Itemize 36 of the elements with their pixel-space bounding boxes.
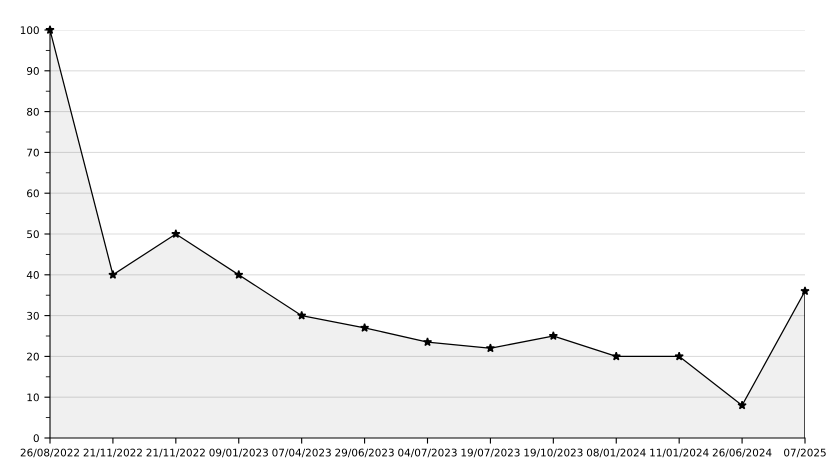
x-tick-label: 04/07/2023 [398, 448, 457, 458]
x-tick-label: 08/01/2024 [586, 448, 646, 458]
point [674, 352, 684, 360]
y-tick-label: 90 [26, 67, 39, 75]
point [108, 270, 118, 279]
x-tick-label: 26/08/2022 [20, 448, 79, 458]
y-tick-label: 0 [34, 434, 39, 442]
x-tick-label: 09/01/2023 [209, 448, 268, 458]
x-tick-label: 21/11/2022 [84, 448, 142, 458]
x-tick-label: 07/04/2023 [272, 448, 331, 458]
point [171, 229, 180, 238]
y-tick-label: 80 [27, 108, 39, 116]
x-tick-label: 21/11/2022 [146, 448, 205, 458]
y-tick-label: 30 [27, 312, 39, 320]
point [234, 270, 244, 279]
x-tick-label: 29/06/2023 [335, 448, 394, 458]
x-tick-label: 19/10/2023 [524, 448, 583, 458]
y-tick-label: 50 [27, 230, 39, 238]
y-tick-label: 40 [26, 271, 39, 279]
point [422, 337, 432, 346]
y-tick-label: 70 [27, 148, 39, 157]
point [360, 322, 370, 332]
y-tick-label: 100 [20, 26, 39, 34]
point [737, 400, 747, 410]
y-tick-label: 10 [27, 393, 39, 402]
point [612, 352, 621, 360]
point [800, 286, 810, 296]
point [486, 343, 496, 352]
point [297, 310, 306, 320]
y-tick-label: 20 [27, 352, 39, 361]
point [548, 331, 558, 340]
y-tick-label: 60 [27, 189, 39, 198]
x-tick-label: 26/06/2024 [712, 448, 772, 458]
x-tick-label: 19/07/2023 [462, 448, 520, 458]
x-tick-label: 07/2025 [784, 448, 826, 458]
x-tick-label: 11/01/2024 [650, 448, 709, 458]
